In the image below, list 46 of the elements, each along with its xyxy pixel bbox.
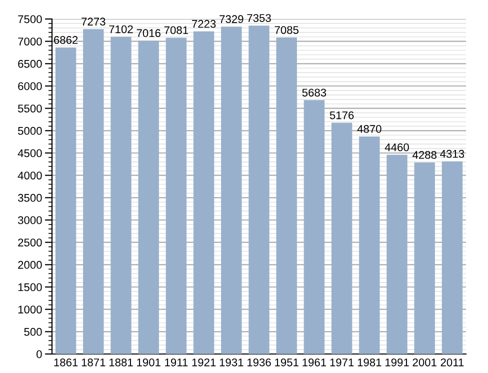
data-label: 7085 [274,26,298,34]
x-tick-label: 1931 [220,358,244,366]
data-label: 4460 [384,143,409,152]
y-tick-label: 7000 [18,38,42,46]
data-label: 4288 [412,151,436,159]
x-tick-label: 1971 [330,358,354,366]
x-tick-label: 1921 [192,358,216,366]
y-tick-label: 3500 [18,194,42,202]
data-label: 7223 [192,20,216,28]
y-tick-label: 4500 [18,149,42,158]
x-tick-label: 1991 [385,358,409,366]
x-tick-label: 1981 [358,358,382,366]
y-tick-label: 1000 [18,306,42,314]
x-tick-label: 1881 [109,358,133,366]
x-tick-label: 1911 [165,358,188,366]
x-tick-label: 1936 [247,358,271,366]
x-tick-label: 1861 [54,358,78,366]
data-label: 4313 [440,150,464,158]
y-tick-label: 0 [36,350,42,358]
data-label: 4870 [357,125,382,133]
y-tick-label: 2500 [18,238,42,246]
x-tick-label: 1951 [275,358,298,366]
y-tick-label: 4000 [18,172,42,180]
data-label: 6862 [54,36,78,44]
data-label: 5683 [302,88,326,97]
x-tick-label: 2011 [440,358,464,366]
y-tick-label: 6500 [18,60,42,68]
data-label: 7102 [109,25,133,34]
y-tick-label: 500 [24,328,42,336]
x-tick-label: 1901 [137,358,160,366]
y-tick-label: 5000 [18,126,42,135]
x-tick-label: 2001 [412,358,436,366]
y-tick-label: 3000 [18,216,42,224]
data-label: 7329 [220,15,244,24]
data-label: 7273 [82,18,106,26]
data-label: 5176 [330,111,354,120]
x-tick-label: 1961 [302,358,326,366]
y-tick-label: 6000 [18,82,42,90]
y-tick-label: 5500 [18,104,42,112]
y-tick-label: 1500 [18,283,42,292]
x-tick-label: 1871 [82,358,106,366]
data-label: 7353 [247,14,271,22]
y-tick-label: 2000 [18,260,42,269]
data-label: 7016 [136,29,160,38]
y-tick-label: 7500 [18,15,42,24]
data-label: 7081 [164,26,188,34]
